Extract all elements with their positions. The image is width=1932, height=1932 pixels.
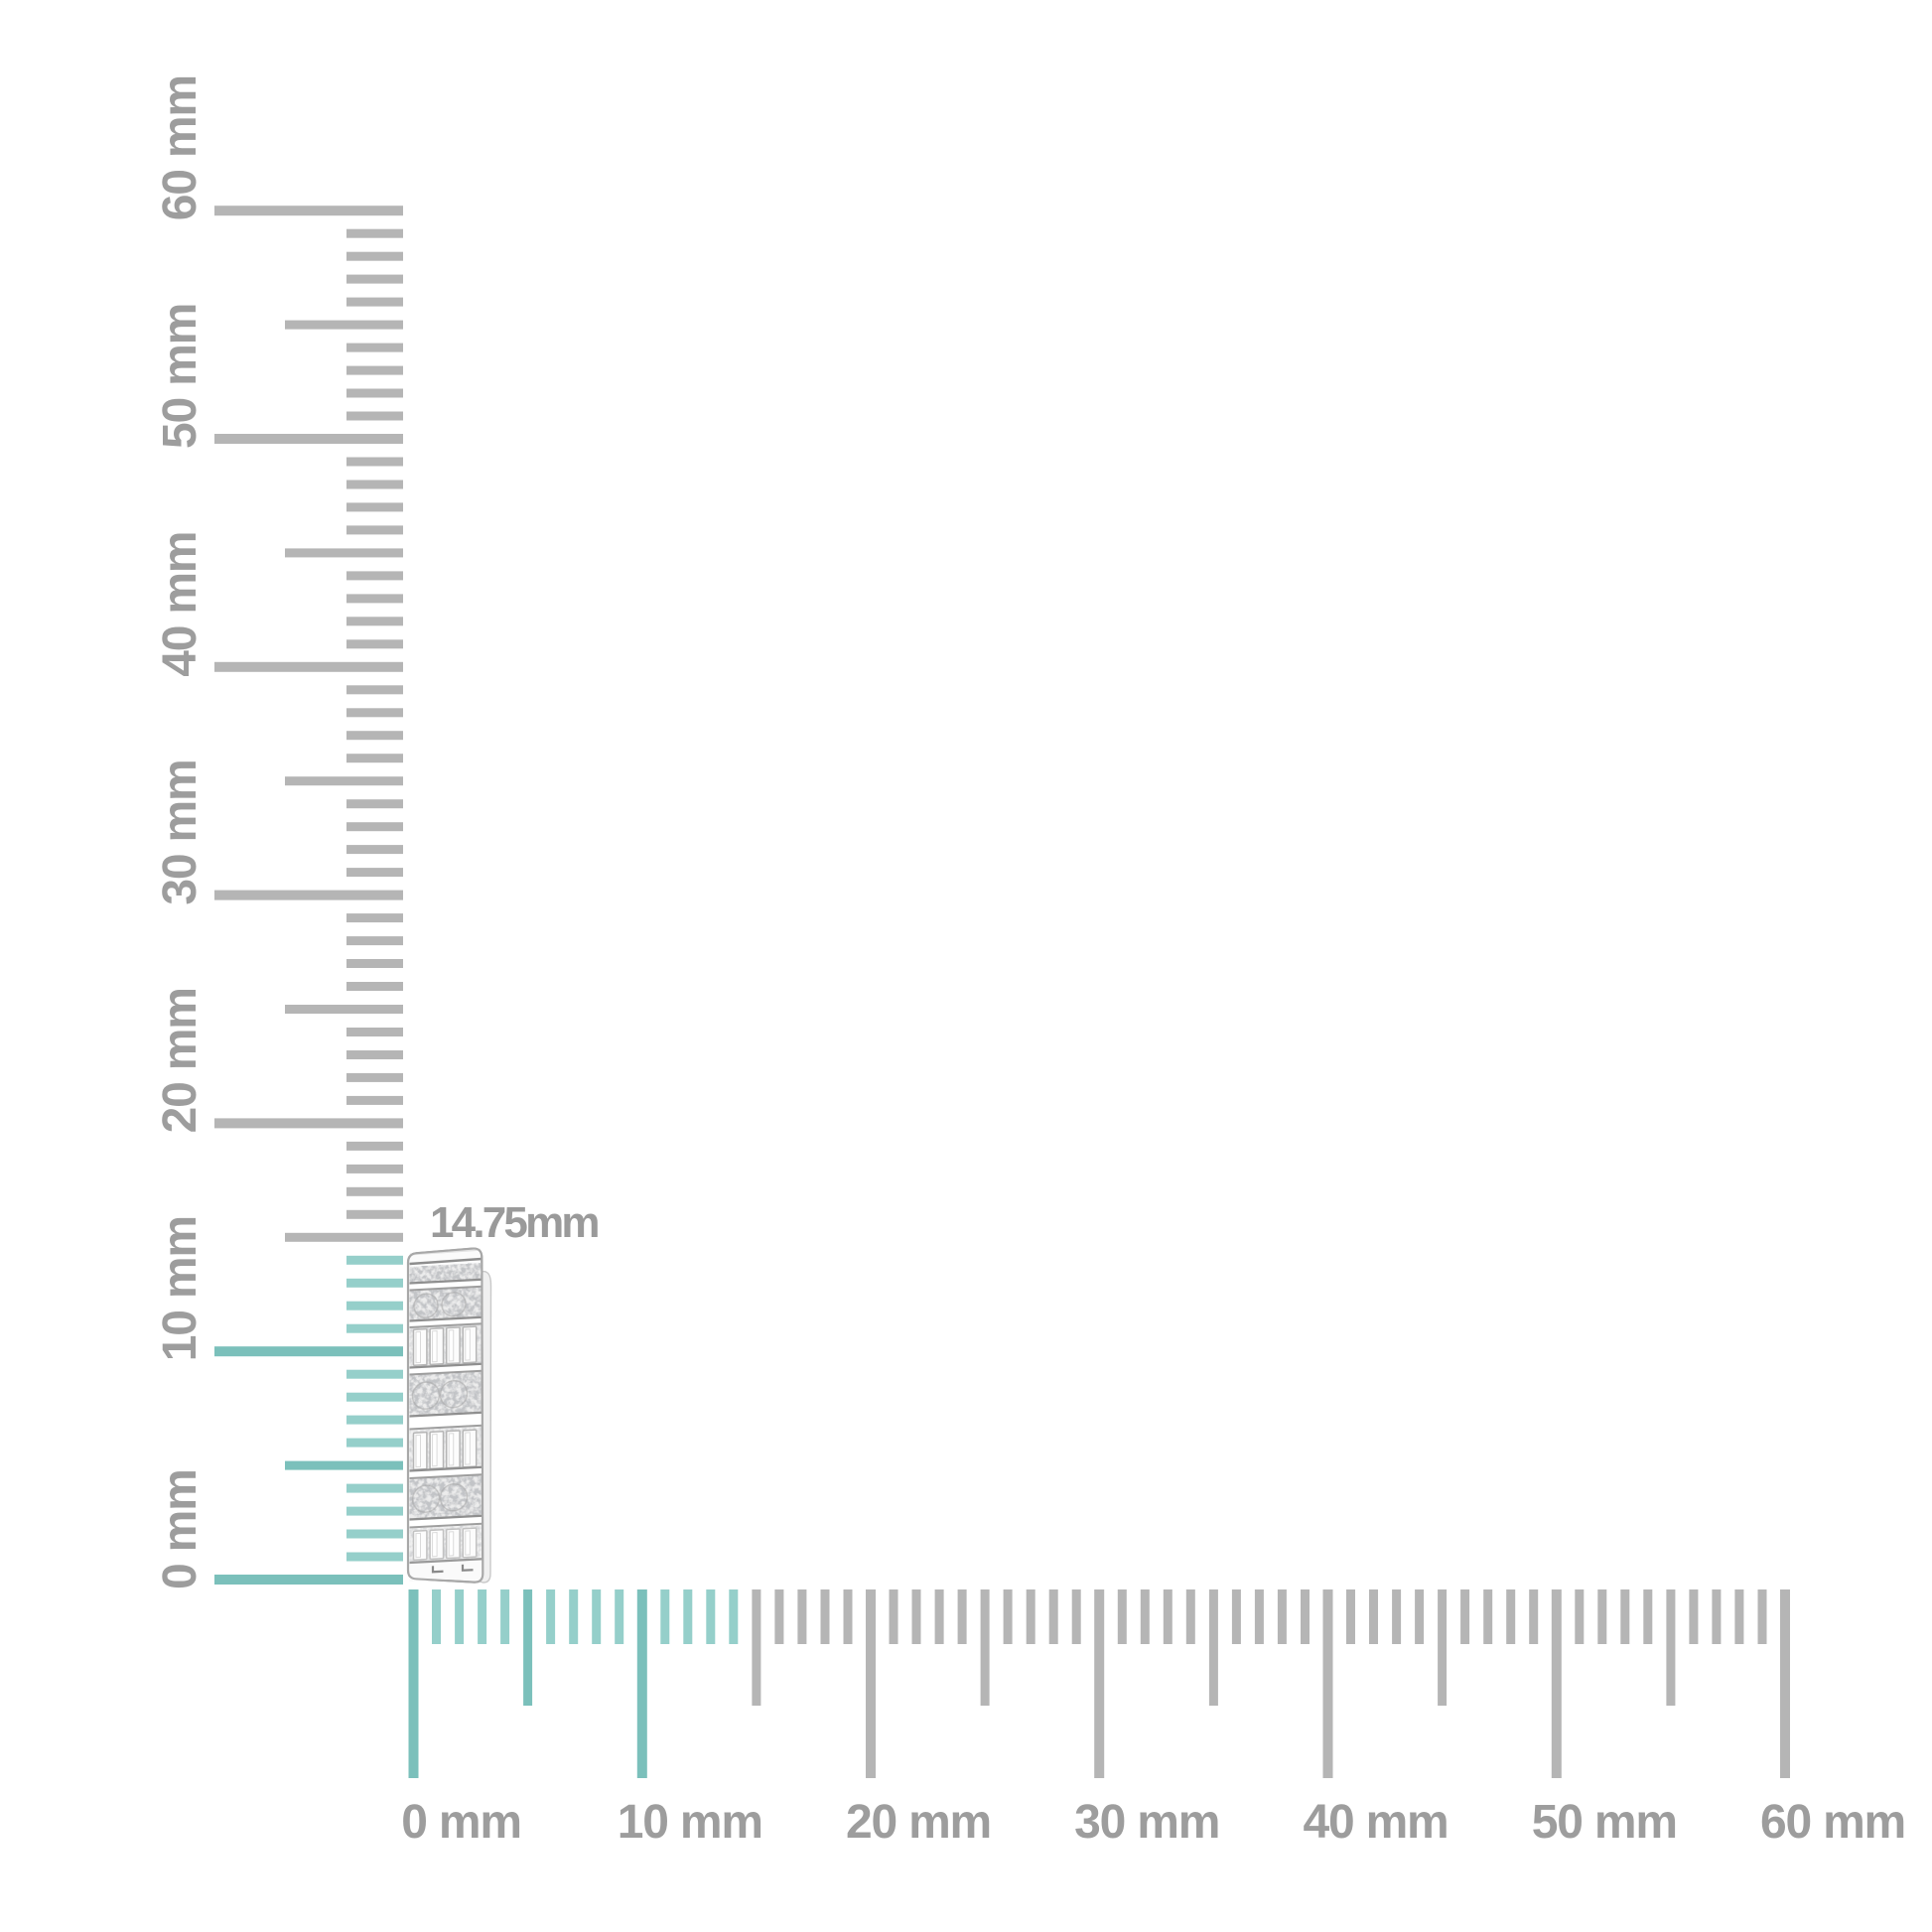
svg-text:14.75mm: 14.75mm: [430, 1198, 598, 1247]
svg-text:30 mm: 30 mm: [154, 760, 207, 905]
svg-text:30 mm: 30 mm: [1074, 1796, 1219, 1849]
svg-text:20 mm: 20 mm: [846, 1796, 991, 1849]
svg-text:50 mm: 50 mm: [154, 304, 207, 449]
svg-text:20 mm: 20 mm: [154, 988, 207, 1133]
svg-text:0 mm: 0 mm: [401, 1796, 521, 1849]
svg-text:50 mm: 50 mm: [1532, 1796, 1677, 1849]
svg-text:40 mm: 40 mm: [154, 532, 207, 677]
svg-text:0 mm: 0 mm: [154, 1469, 207, 1589]
svg-text:40 mm: 40 mm: [1303, 1796, 1448, 1849]
svg-text:10 mm: 10 mm: [154, 1216, 207, 1361]
svg-text:60 mm: 60 mm: [154, 75, 207, 220]
svg-text:60 mm: 60 mm: [1760, 1796, 1905, 1849]
svg-text:10 mm: 10 mm: [618, 1796, 762, 1849]
